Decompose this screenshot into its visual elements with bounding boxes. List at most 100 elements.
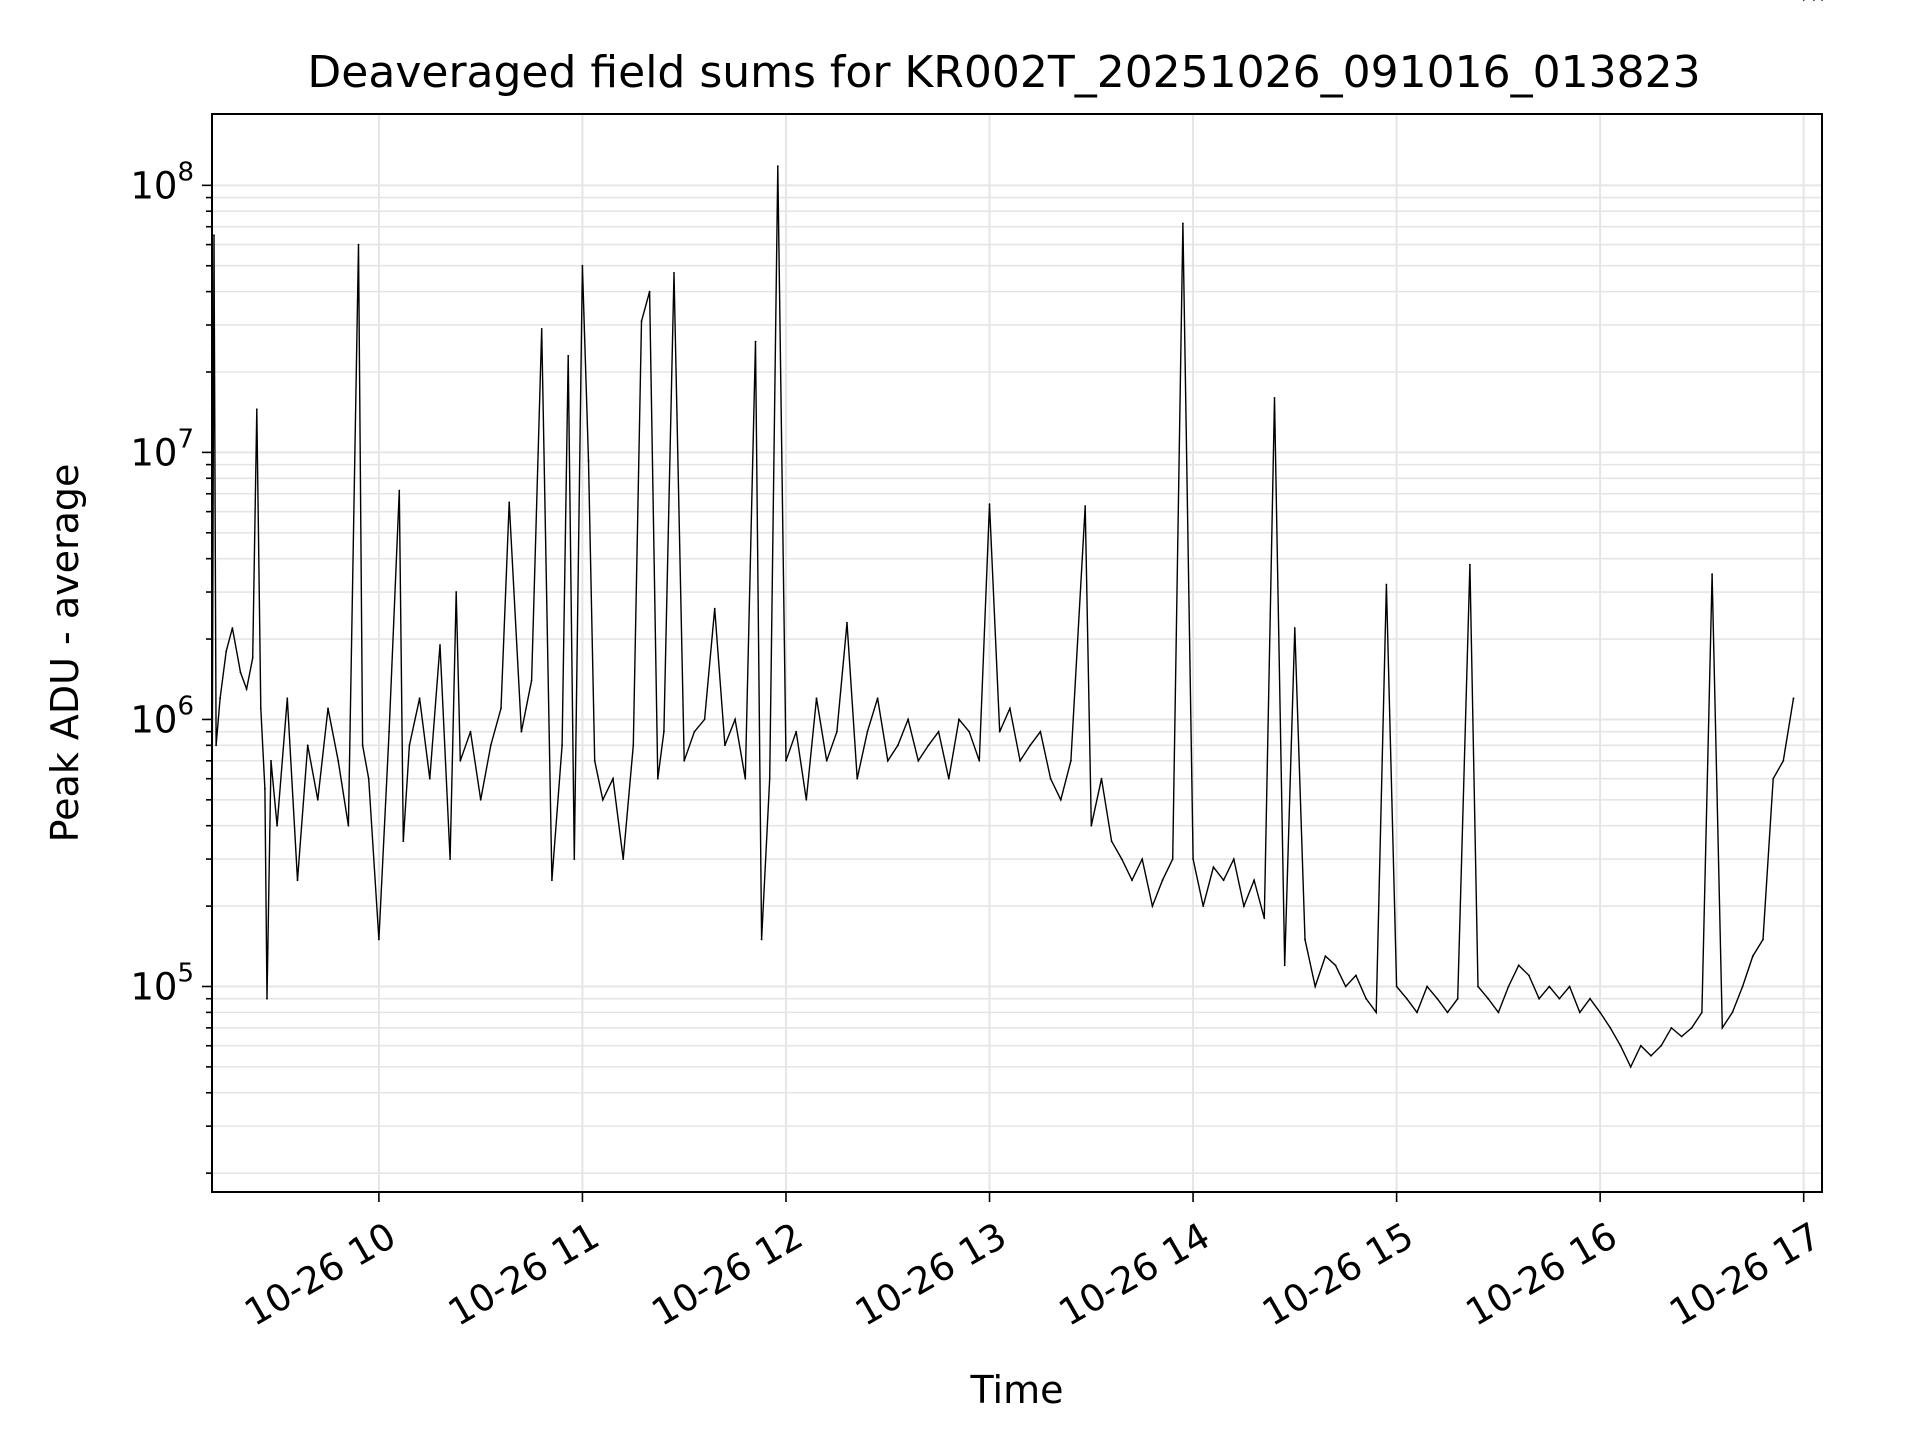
y-axis-label: Peak ADU - average bbox=[43, 464, 87, 843]
data-point bbox=[402, 840, 405, 843]
data-point bbox=[540, 328, 543, 330]
data-point bbox=[1548, 985, 1551, 988]
data-point bbox=[520, 730, 523, 733]
data-point bbox=[656, 777, 659, 780]
data-point bbox=[439, 644, 441, 646]
y-tick-label: 108 bbox=[130, 157, 194, 207]
data-point bbox=[693, 730, 696, 733]
data-point bbox=[917, 759, 920, 762]
data-point bbox=[347, 824, 350, 827]
data-point bbox=[270, 759, 272, 762]
data-point bbox=[805, 798, 808, 801]
data-point bbox=[1558, 997, 1561, 1000]
data-point bbox=[1049, 777, 1052, 780]
data-point bbox=[683, 759, 686, 762]
data-point bbox=[1762, 938, 1764, 941]
data-point bbox=[1589, 997, 1591, 1000]
data-point bbox=[768, 777, 771, 780]
data-point bbox=[1517, 964, 1520, 967]
data-point bbox=[744, 777, 747, 780]
data-point bbox=[286, 697, 289, 700]
data-point bbox=[1385, 583, 1388, 586]
data-point bbox=[734, 718, 736, 721]
y-tick-base: 10 bbox=[130, 431, 177, 474]
data-point bbox=[276, 824, 278, 827]
data-point bbox=[1141, 858, 1144, 860]
data-point bbox=[561, 744, 563, 747]
data-point bbox=[648, 290, 651, 293]
data-point bbox=[673, 272, 675, 274]
data-point bbox=[1039, 730, 1042, 733]
data-point bbox=[1151, 905, 1154, 907]
data-point bbox=[1639, 1044, 1642, 1047]
y-tick-label: 107 bbox=[130, 424, 194, 474]
data-point bbox=[876, 697, 879, 700]
data-point bbox=[587, 459, 590, 462]
data-point bbox=[1344, 985, 1347, 988]
data-point bbox=[1009, 707, 1011, 710]
data-series bbox=[211, 0, 1823, 1069]
data-point bbox=[612, 777, 614, 780]
data-point bbox=[361, 744, 364, 747]
data-point bbox=[1711, 573, 1713, 576]
data-point bbox=[1426, 985, 1428, 988]
data-point bbox=[367, 777, 370, 780]
data-point bbox=[795, 730, 798, 733]
data-point bbox=[1202, 905, 1205, 907]
data-point bbox=[1375, 1011, 1378, 1014]
data-point bbox=[1212, 866, 1215, 868]
data-point bbox=[632, 744, 635, 747]
data-point bbox=[754, 340, 757, 343]
data-point bbox=[1416, 1011, 1418, 1014]
data-point bbox=[264, 787, 266, 790]
data-point bbox=[1782, 759, 1785, 762]
data-point bbox=[1304, 938, 1306, 941]
data-point bbox=[1070, 759, 1072, 762]
data-point bbox=[296, 879, 299, 882]
data-point bbox=[866, 730, 869, 733]
data-point bbox=[1100, 777, 1103, 780]
data-point bbox=[1355, 974, 1357, 977]
data-point bbox=[1701, 1011, 1703, 1014]
data-point bbox=[1110, 840, 1113, 843]
data-point bbox=[1084, 505, 1087, 507]
data-point bbox=[508, 501, 511, 504]
data-point bbox=[622, 858, 625, 860]
data-point bbox=[1507, 985, 1510, 988]
data-point bbox=[1680, 1035, 1683, 1038]
data-point bbox=[836, 730, 838, 733]
data-point bbox=[927, 744, 930, 747]
data-point bbox=[1469, 563, 1471, 566]
data-point bbox=[988, 503, 991, 506]
data-point bbox=[1629, 1066, 1632, 1068]
data-point bbox=[1650, 1054, 1652, 1057]
data-point bbox=[398, 489, 401, 492]
data-point bbox=[1792, 697, 1795, 700]
data-point bbox=[1059, 798, 1062, 801]
data-point bbox=[327, 707, 329, 710]
data-point bbox=[1772, 777, 1775, 780]
data-point bbox=[316, 798, 319, 801]
y-tick-label: 105 bbox=[130, 958, 194, 1008]
data-point bbox=[357, 243, 360, 246]
data-point bbox=[581, 264, 584, 267]
data-point bbox=[1334, 964, 1337, 967]
data-point bbox=[1821, 0, 1823, 1]
data-point bbox=[1813, 0, 1815, 1]
data-point bbox=[978, 759, 981, 762]
data-point bbox=[449, 858, 451, 860]
data-point bbox=[640, 320, 643, 323]
data-point bbox=[378, 938, 380, 941]
data-point bbox=[428, 777, 431, 780]
data-point bbox=[846, 621, 848, 624]
data-point bbox=[479, 798, 482, 801]
data-point bbox=[1802, 0, 1805, 1]
data-point bbox=[1528, 974, 1530, 977]
data-point bbox=[1243, 905, 1245, 907]
data-point bbox=[239, 671, 242, 674]
grid-lines bbox=[212, 114, 1822, 1192]
data-point bbox=[259, 707, 262, 710]
chart-title: Deaveraged field sums for KR002T_2025102… bbox=[307, 47, 1700, 98]
data-point bbox=[500, 707, 502, 710]
